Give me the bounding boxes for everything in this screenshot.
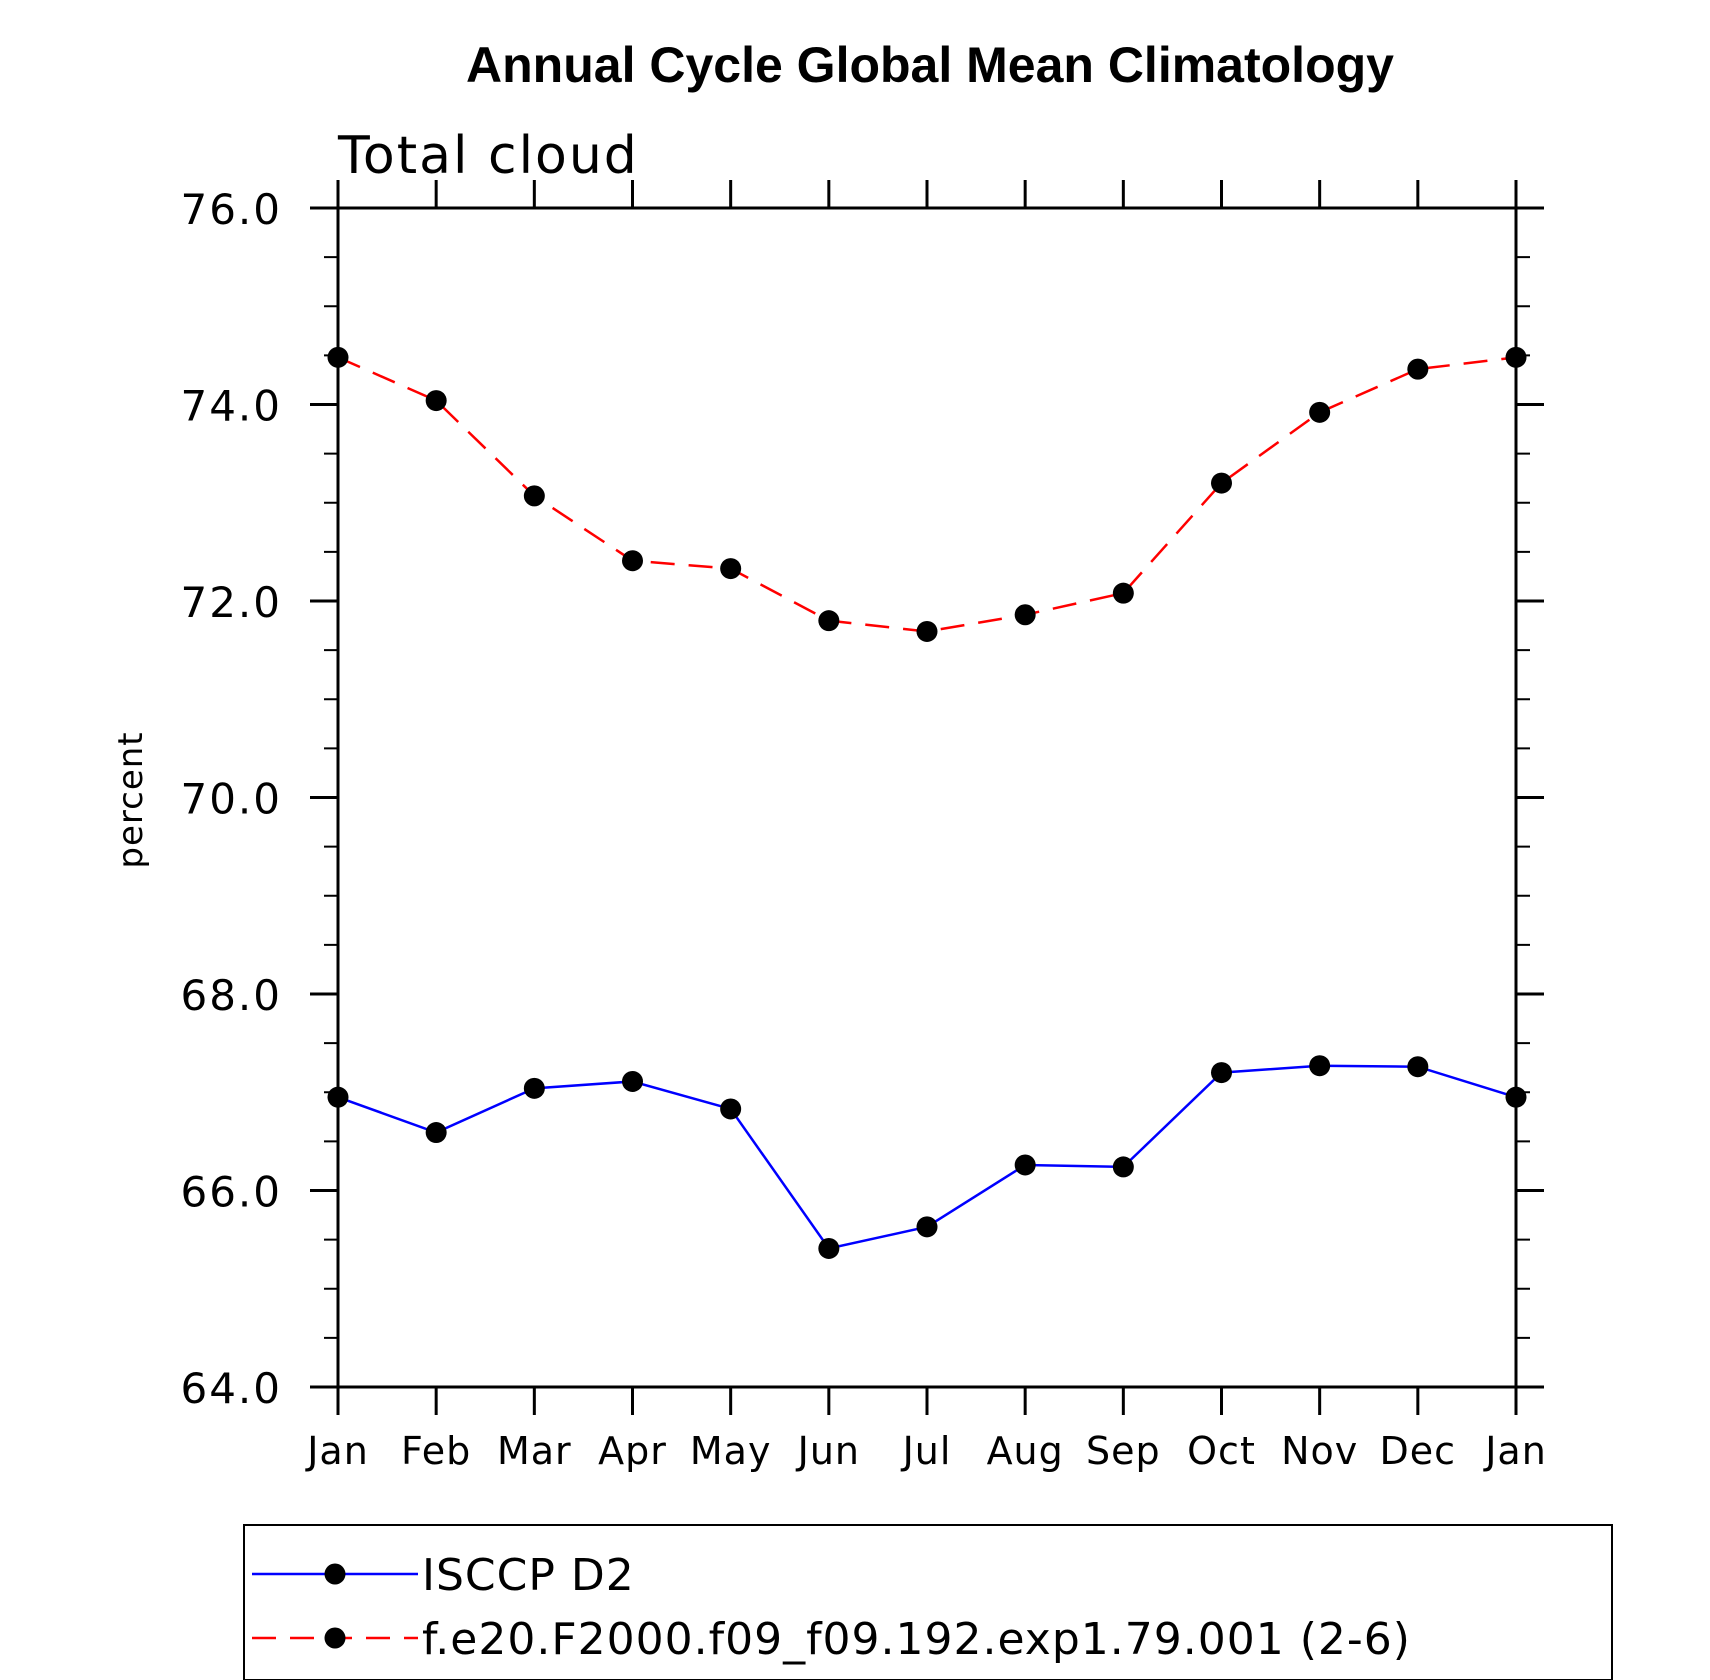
series-1-point [1407, 358, 1429, 380]
x-tick-label: Jan [305, 1429, 369, 1473]
series-0-point [1014, 1154, 1036, 1176]
x-tick-label: Jun [796, 1429, 860, 1473]
legend-label-1: f.e20.F2000.f09_f09.192.exp1.79.001 (2-6… [422, 1614, 1411, 1665]
series-0-point [720, 1098, 742, 1120]
x-tick-label: Oct [1187, 1429, 1256, 1473]
series-0-point [1309, 1055, 1331, 1077]
y-tick-label: 74.0 [180, 382, 282, 431]
chart-subtitle: Total cloud [337, 126, 639, 186]
series-1-point [916, 620, 938, 642]
series-1-point [720, 558, 742, 580]
series-1-point [818, 610, 840, 632]
x-tick-label: Feb [401, 1429, 471, 1473]
series-1-point [622, 550, 643, 572]
series-line-1 [337, 356, 1517, 633]
y-tick-label: 72.0 [180, 578, 282, 627]
tick-labels: 64.0 66.0 68.0 70.0 72.0 74.0 76.0 Jan Feb Mar Apr… [180, 185, 1547, 1473]
plot-frame [336, 206, 1518, 1389]
y-tick-label: 70.0 [180, 775, 282, 824]
legend-marker-0 [324, 1563, 346, 1585]
legend: ISCCP D2 f.e20.F2000.f09_f09.192.exp1.79.… [243, 1524, 1613, 1680]
x-tick-label: Apr [598, 1429, 667, 1473]
legend-box [243, 1524, 1613, 1680]
series-layer [327, 346, 1527, 1259]
y-tick-label: 68.0 [180, 971, 282, 1020]
series-1-point [1211, 472, 1232, 494]
series-1-point [1112, 582, 1134, 604]
series-0-point [425, 1122, 447, 1144]
x-tick-label: Dec [1380, 1429, 1457, 1473]
x-tick-label: Mar [497, 1429, 572, 1473]
series-1-point [425, 390, 447, 412]
chart-title: Annual Cycle Global Mean Climatology [466, 37, 1394, 93]
series-0-point [523, 1077, 545, 1099]
x-tick-label: Nov [1281, 1429, 1358, 1473]
series-0-point [622, 1070, 643, 1092]
legend-label-0: ISCCP D2 [422, 1550, 635, 1601]
series-1-point [1309, 401, 1331, 423]
x-tick-label: Jul [901, 1429, 952, 1473]
x-tick-label: Jan [1483, 1429, 1547, 1473]
series-1-point [523, 485, 545, 507]
y-axis-label: percent [111, 731, 151, 868]
series-0-point [916, 1216, 938, 1238]
y-tick-label: 66.0 [180, 1168, 282, 1217]
series-0-point [1112, 1156, 1134, 1178]
x-tick-label: Aug [987, 1429, 1064, 1473]
y-tick-label: 76.0 [180, 185, 282, 234]
x-tick-label: May [690, 1429, 772, 1473]
legend-marker-1 [324, 1627, 346, 1649]
y-tick-label: 64.0 [180, 1364, 282, 1413]
series-0-point [1211, 1062, 1232, 1084]
series-0-point [818, 1237, 840, 1259]
legend-items: ISCCP D2 f.e20.F2000.f09_f09.192.exp1.79.… [252, 1550, 1411, 1665]
series-1-point [1014, 604, 1036, 626]
series-0-point [1407, 1056, 1429, 1078]
x-tick-label: Sep [1086, 1429, 1161, 1473]
